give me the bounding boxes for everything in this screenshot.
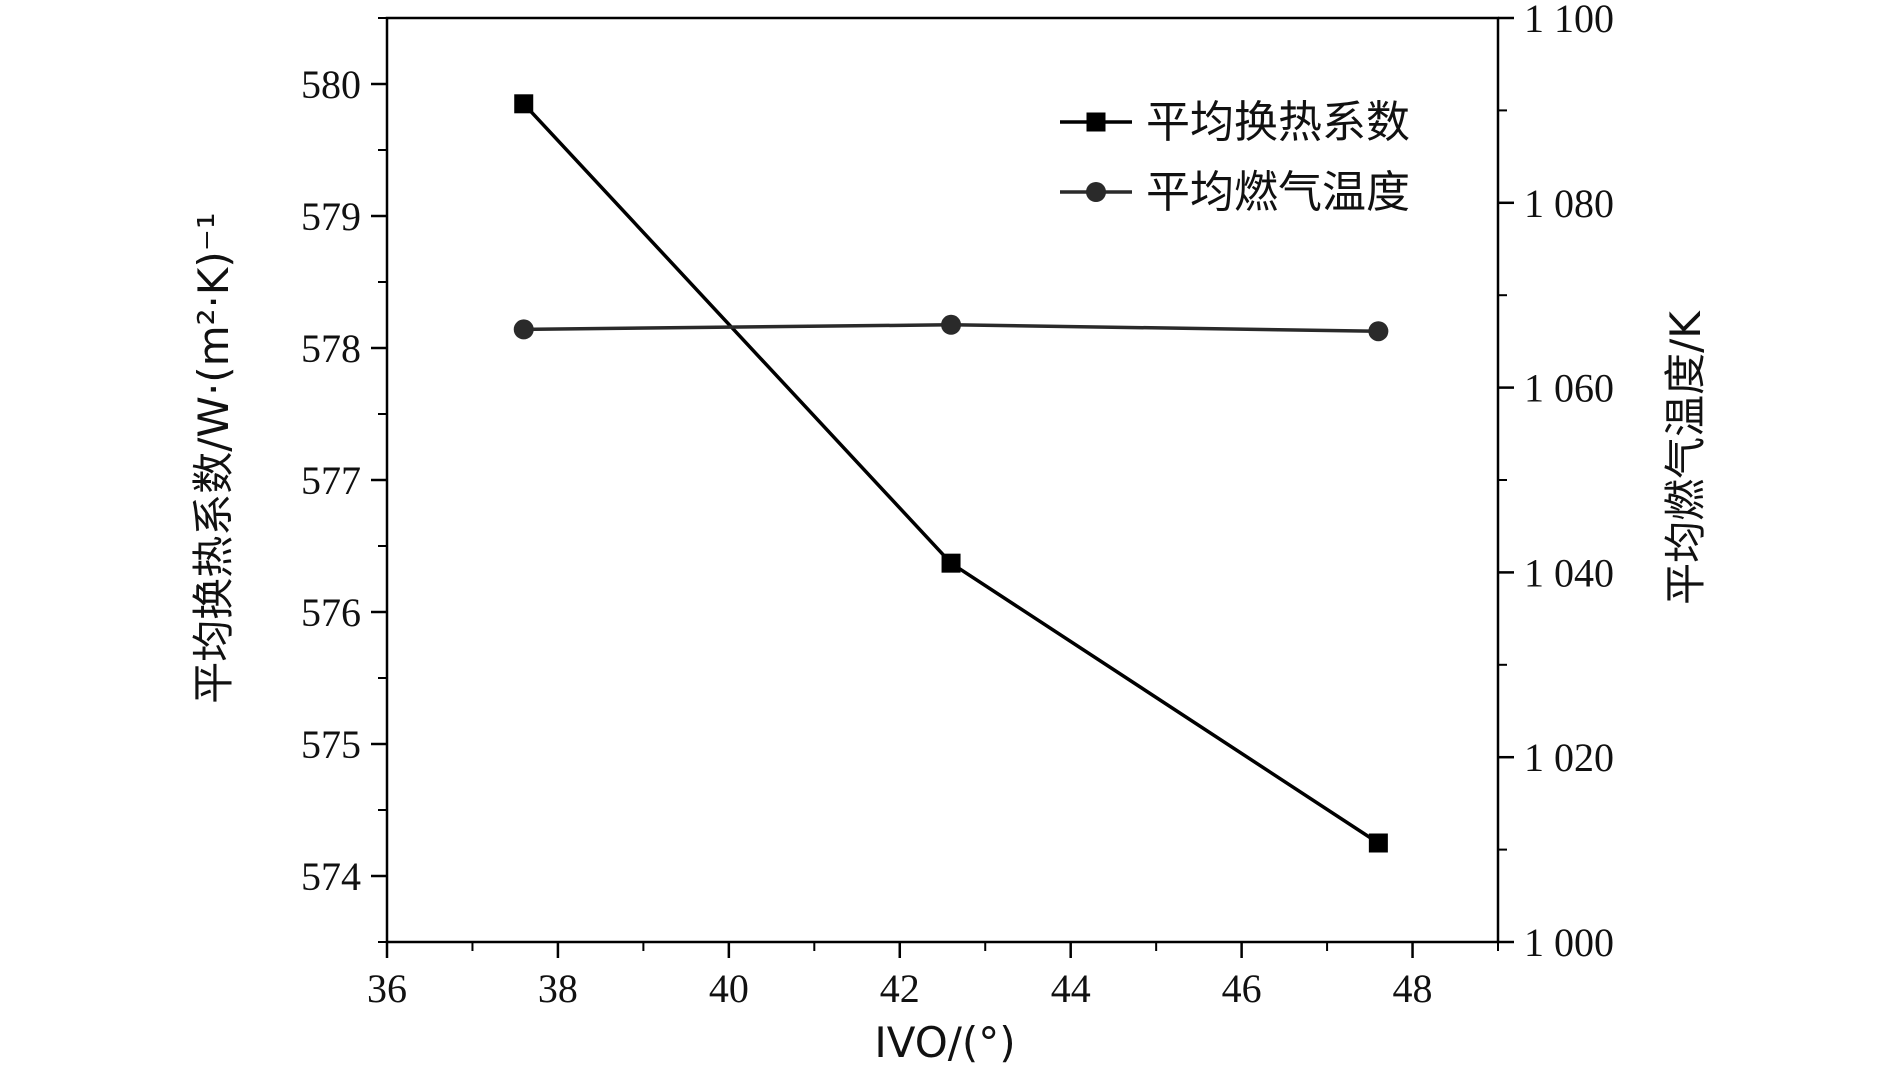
x-tick-label: 38	[538, 966, 578, 1011]
legend-label-1: 平均换热系数	[1146, 97, 1410, 148]
y-left-tick-label: 577	[301, 458, 361, 503]
y-right-axis: 1 000 1 020 1 040 1 060 1 080 1 100	[1498, 0, 1614, 965]
y-left-tick-label: 576	[301, 590, 361, 635]
x-tick-label: 44	[1051, 966, 1091, 1011]
legend-label-2: 平均燃气温度	[1146, 167, 1410, 218]
data-point-circle	[513, 319, 534, 340]
y-left-axis-title: 平均换热系数/W·(m²·K)⁻¹	[189, 212, 238, 703]
series-layer	[513, 94, 1389, 853]
x-tick-label: 48	[1393, 966, 1433, 1011]
data-point-square	[1368, 833, 1388, 853]
plot-frame	[385, 16, 1500, 944]
legend-marker-square	[1086, 112, 1106, 132]
y-right-axis-title: 平均燃气温度/K	[1661, 310, 1710, 605]
y-left-axis: 574 575 576 577 578 579 580	[301, 17, 387, 943]
y-right-tick-label: 1 040	[1524, 550, 1614, 595]
data-point-circle	[941, 314, 962, 335]
x-axis-title: IVO/(°)	[874, 1018, 1015, 1067]
y-right-tick-label: 1 020	[1524, 735, 1614, 780]
y-left-tick-label: 580	[301, 62, 361, 107]
data-point-square	[941, 553, 961, 573]
data-point-circle	[1368, 321, 1389, 342]
y-right-tick-label: 1 080	[1524, 181, 1614, 226]
y-left-tick-label: 575	[301, 722, 361, 767]
y-left-tick-label: 578	[301, 326, 361, 371]
x-tick-label: 46	[1222, 966, 1262, 1011]
y-left-tick-label: 574	[301, 854, 361, 899]
x-tick-label: 40	[709, 966, 749, 1011]
data-point-square	[514, 94, 534, 114]
y-right-tick-label: 1 100	[1524, 0, 1614, 41]
x-tick-label: 36	[367, 966, 407, 1011]
y-left-tick-label: 579	[301, 194, 361, 239]
x-tick-label: 42	[880, 966, 920, 1011]
y-right-tick-label: 1 000	[1524, 920, 1614, 965]
y-right-tick-label: 1 060	[1524, 366, 1614, 411]
legend-marker-circle	[1086, 182, 1106, 202]
x-axis: 36 38 40 42 44 46 48	[367, 942, 1499, 1011]
